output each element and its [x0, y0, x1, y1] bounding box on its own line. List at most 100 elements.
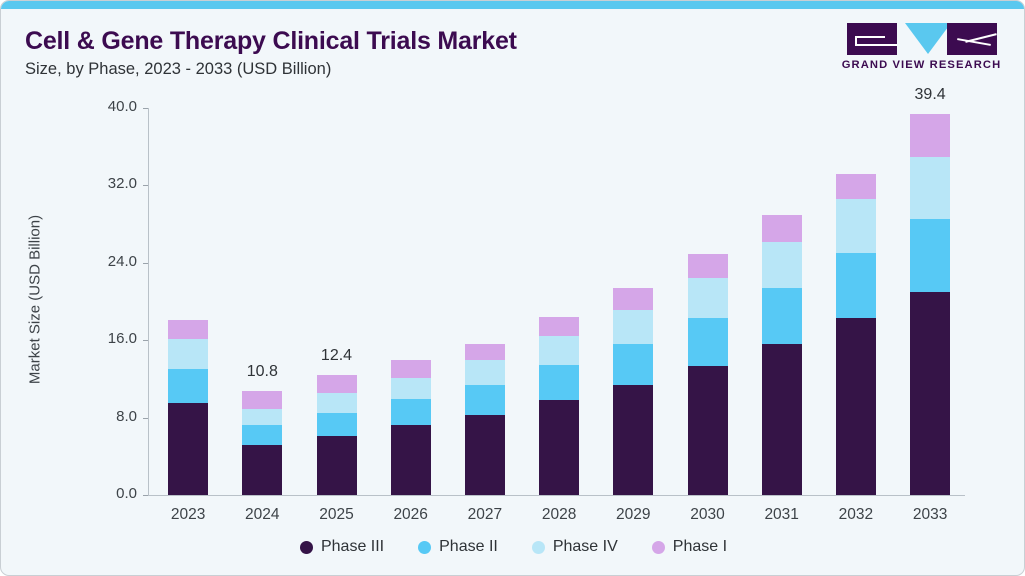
legend-label: Phase II — [439, 538, 498, 555]
y-axis-tick-mark — [143, 495, 149, 496]
bar-segment[interactable] — [687, 366, 728, 495]
x-axis-tick-label: 2025 — [319, 506, 354, 523]
chart-legend: Phase III Phase II Phase IV Phase I — [1, 538, 1024, 556]
bar-segment[interactable] — [613, 384, 654, 495]
logo-left-vertical-stroke-icon — [855, 36, 857, 46]
bar-segment[interactable] — [242, 444, 283, 495]
bar-segment[interactable] — [316, 435, 357, 495]
x-axis-tick-label: 2029 — [616, 506, 651, 523]
y-axis-tick-mark — [143, 417, 149, 419]
legend-item[interactable]: Phase II — [418, 538, 498, 556]
bar-segment[interactable] — [539, 365, 580, 401]
x-axis-tick-label: 2023 — [170, 506, 206, 523]
logo-wordmark: GRAND VIEW RESEARCH — [841, 59, 1002, 71]
bar-stack[interactable] — [168, 108, 209, 495]
y-axis-tick-mark — [143, 262, 149, 264]
bar-segment[interactable] — [835, 198, 876, 254]
bar-segment[interactable] — [168, 403, 209, 495]
bar-segment[interactable] — [168, 369, 209, 404]
legend-label: Phase I — [672, 538, 728, 555]
bar-segment[interactable] — [464, 384, 505, 415]
x-axis-line — [148, 495, 965, 496]
bar-segment[interactable] — [910, 157, 951, 220]
bar-segment[interactable] — [390, 425, 431, 495]
bar-segment[interactable] — [761, 215, 802, 242]
logo-left-block-icon — [847, 23, 897, 55]
y-axis-tick-label: 32.0 — [107, 175, 137, 193]
bar-stack[interactable] — [316, 108, 357, 495]
top-accent-bar — [1, 1, 1024, 9]
x-axis-tick-label: 2032 — [838, 506, 874, 523]
bar-segment[interactable] — [761, 241, 802, 288]
bar-stack[interactable] — [464, 108, 505, 495]
bar-segment[interactable] — [687, 317, 728, 367]
legend-swatch-icon — [299, 540, 313, 554]
bar-segment[interactable] — [242, 408, 283, 426]
bar-segment[interactable] — [835, 253, 876, 318]
bar-segment[interactable] — [613, 344, 654, 385]
legend-item[interactable]: Phase IV — [531, 538, 618, 556]
bar-segment[interactable] — [910, 219, 951, 292]
y-axis-tick-label: 24.0 — [107, 252, 137, 270]
y-axis-tick-mark — [143, 108, 149, 109]
legend-item[interactable]: Phase III — [299, 538, 385, 556]
bar-stack[interactable] — [613, 108, 654, 495]
bar-segment[interactable] — [835, 317, 876, 495]
page-title: Cell & Gene Therapy Clinical Trials Mark… — [25, 27, 517, 55]
bar-stack[interactable] — [835, 108, 876, 495]
bar-segment[interactable] — [390, 359, 431, 378]
bar-segment[interactable] — [613, 287, 654, 311]
grand-view-research-logo: GRAND VIEW RESEARCH — [839, 21, 1004, 79]
bar-segment[interactable] — [910, 291, 951, 495]
y-axis-title: Market Size (USD Billion) — [26, 214, 44, 385]
y-axis-tick-label: 8.0 — [116, 407, 137, 425]
bar-segment[interactable] — [910, 113, 951, 158]
bar-segment[interactable] — [464, 414, 505, 495]
legend-label: Phase III — [320, 538, 385, 555]
bar-segment[interactable] — [761, 344, 802, 495]
y-axis-tick-label: 16.0 — [107, 330, 137, 348]
bar-segment[interactable] — [835, 173, 876, 199]
bar-stack[interactable] — [242, 108, 283, 495]
legend-item[interactable]: Phase I — [651, 538, 728, 556]
bar-stack[interactable] — [390, 108, 431, 495]
bar-segment[interactable] — [390, 399, 431, 426]
bar-stack[interactable] — [687, 108, 728, 495]
bar-segment[interactable] — [464, 359, 505, 385]
bar-stack[interactable] — [761, 108, 802, 495]
bar-segment[interactable] — [687, 278, 728, 318]
bar-segment[interactable] — [316, 412, 357, 436]
bar-segment[interactable] — [242, 425, 283, 445]
x-axis-tick-label: 2030 — [690, 506, 725, 523]
y-axis-tick-mark — [143, 340, 149, 342]
x-axis-tick-label: 2028 — [541, 506, 577, 523]
bar-segment[interactable] — [539, 317, 580, 337]
bar-stack[interactable] — [539, 108, 580, 495]
bar-segment[interactable] — [242, 390, 283, 409]
bar-segment[interactable] — [390, 377, 431, 400]
logo-left-horizontal-stroke-icon — [855, 36, 885, 38]
y-axis-tick-label: 40.0 — [107, 98, 137, 115]
x-axis-tick-label: 2031 — [764, 506, 799, 523]
logo-marks — [839, 21, 1004, 56]
bar-segment[interactable] — [613, 310, 654, 345]
bar-segment[interactable] — [316, 375, 357, 394]
legend-swatch-icon — [418, 540, 432, 554]
bar-segment[interactable] — [687, 254, 728, 279]
bar-segment[interactable] — [316, 393, 357, 413]
bar-value-label: 39.4 — [914, 85, 946, 103]
x-axis-tick-label: 2033 — [912, 506, 948, 523]
bar-segment[interactable] — [539, 336, 580, 366]
legend-swatch-icon — [651, 540, 665, 554]
logo-left-base-stroke-icon — [855, 44, 897, 46]
bar-segment[interactable] — [464, 344, 505, 360]
bar-segment[interactable] — [761, 287, 802, 345]
bar-segment[interactable] — [168, 319, 209, 340]
bar-stack[interactable] — [910, 108, 951, 495]
logo-right-block-icon — [947, 23, 997, 55]
bar-segment[interactable] — [168, 339, 209, 370]
bar-value-label: 12.4 — [320, 347, 353, 365]
bar-segment[interactable] — [539, 400, 580, 495]
